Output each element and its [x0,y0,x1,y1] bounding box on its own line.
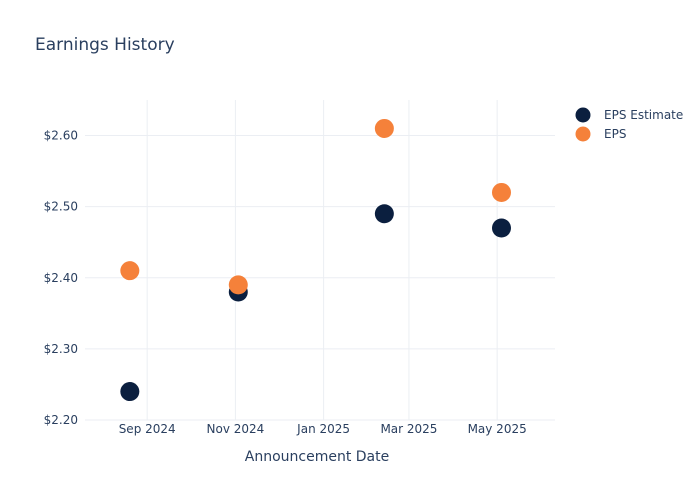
eps-estimate-point[interactable] [374,204,394,224]
y-tick-label: $2.40 [44,271,78,285]
eps-point[interactable] [228,275,248,295]
x-tick-labels: Sep 2024 Nov 2024 Jan 2025 Mar 2025 May 2025 [119,422,527,436]
legend-label: EPS Estimate [604,108,683,122]
x-tick-label: May 2025 [468,422,527,436]
x-tick-label: Jan 2025 [296,422,350,436]
legend-item-eps-estimate[interactable]: EPS Estimate [575,107,684,123]
eps-point[interactable] [374,118,394,138]
legend-item-eps[interactable]: EPS [575,126,627,142]
y-tick-label: $2.20 [44,413,78,427]
eps-point[interactable] [491,182,511,202]
y-tick-labels: $2.20 $2.30 $2.40 $2.50 $2.60 [44,129,78,427]
legend-label: EPS [604,127,626,141]
chart-title: Earnings History [35,35,175,55]
y-gridlines [85,135,555,421]
x-axis-title: Announcement Date [245,449,389,465]
x-tick-label: Nov 2024 [207,422,265,436]
y-tick-label: $2.50 [44,200,78,214]
x-tick-label: Mar 2025 [380,422,437,436]
y-tick-label: $2.60 [44,129,78,143]
legend-marker [575,126,591,142]
legend-marker [575,107,591,123]
eps-estimate-point[interactable] [491,218,511,238]
eps-estimate-point[interactable] [120,382,140,402]
x-tick-label: Sep 2024 [119,422,176,436]
y-tick-label: $2.30 [44,342,78,356]
x-gridlines [146,100,498,420]
legend[interactable]: EPS Estimate EPS [575,107,684,142]
eps-point[interactable] [120,261,140,281]
data-markers [120,118,511,402]
